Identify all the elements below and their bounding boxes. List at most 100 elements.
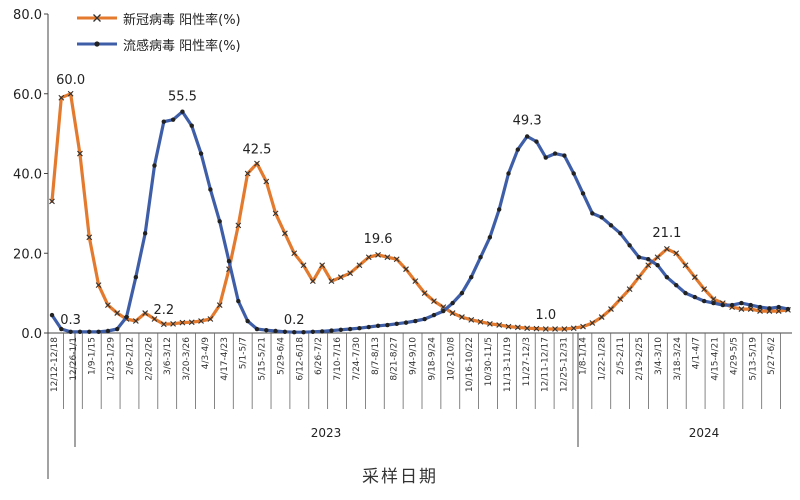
flu-point: [152, 163, 157, 168]
flu-point: [469, 274, 474, 280]
covid-point: [757, 308, 763, 314]
covid-point: [636, 274, 642, 281]
x-tick-label: 9/4-9/10: [409, 337, 419, 375]
x-tick-label: 12/25-12/31: [560, 337, 570, 392]
x-tick-label: 1/8-1/14: [578, 337, 588, 375]
covid-point: [105, 302, 111, 308]
flu-point: [282, 329, 288, 335]
covid-point: [673, 250, 680, 257]
covid-point: [188, 319, 195, 326]
x-tick-label: 12/26-1/1: [69, 337, 79, 381]
flu-point: [692, 294, 698, 300]
x-tick-label: 4/29-5/5: [729, 337, 739, 375]
flu-point: [403, 320, 409, 325]
covid-point: [337, 274, 344, 281]
flu-point: [413, 318, 418, 324]
flu-point: [217, 219, 222, 224]
flu-point: [301, 330, 306, 335]
flu-point: [496, 207, 502, 212]
covid-point: [421, 290, 428, 297]
covid-point: [86, 234, 93, 241]
covid-point: [403, 266, 409, 273]
flu-point: [87, 329, 92, 335]
flu-point: [590, 211, 595, 216]
covid-point: [142, 310, 149, 316]
flu-point: [189, 123, 194, 128]
covid-point: [328, 278, 335, 285]
covid-point: [375, 251, 381, 258]
covid-point: [319, 262, 326, 269]
flu-point: [68, 329, 73, 335]
flu-point: [124, 314, 129, 320]
covid-point: [114, 310, 121, 316]
x-tick-label: 1/22-1/28: [597, 337, 607, 381]
legend-swatch-covid: [77, 14, 117, 22]
x-tick-label: 5/13-5/19: [748, 337, 758, 381]
flu-point: [478, 255, 483, 260]
y-tick-label: 0.0: [21, 327, 42, 342]
covid-point: [552, 326, 558, 332]
flu-point: [310, 329, 316, 335]
x-tick-label: 4/17-4/23: [220, 337, 230, 381]
covid-point: [77, 150, 83, 157]
covid-point: [561, 326, 568, 332]
data-label-covid-peak-1: 60.0: [56, 73, 85, 88]
data-labels: 60.0 55.5 42.5 19.6 49.3 21.1 0.3 2.2 0.2 1.0: [56, 73, 681, 328]
covid-point: [663, 245, 670, 252]
x-tick-label: 1/9-1/15: [88, 337, 98, 375]
x-tick-label: 5/27-6/2: [767, 337, 777, 375]
flu-point: [757, 304, 763, 310]
flu-point: [711, 300, 716, 306]
flu-point: [96, 329, 101, 335]
flu-point: [748, 302, 753, 308]
covid-point: [235, 222, 242, 229]
flu-point: [394, 321, 399, 327]
series-line-flu: [50, 110, 790, 334]
flu-point: [385, 322, 390, 328]
x-tick-label: 5/29-6/4: [276, 337, 286, 375]
series-layer: [49, 90, 791, 335]
x-tick-label: 11/13-11/19: [503, 337, 513, 392]
year-label-2023: 2023: [311, 426, 342, 440]
covid-point: [179, 319, 186, 326]
flu-point: [357, 326, 362, 331]
x-tick-label: 8/7-8/13: [371, 337, 381, 375]
flu-point: [170, 117, 176, 122]
flu-point: [701, 298, 707, 304]
flu-point: [105, 328, 111, 334]
covid-point: [300, 262, 307, 269]
x-tick-label: 1/23-1/29: [107, 337, 117, 381]
x-tick-label: 3/18-3/24: [673, 337, 683, 381]
covid-point: [67, 90, 74, 97]
x-tick-label: 7/24-7/30: [352, 337, 362, 381]
data-label-covid-peak-4: 21.1: [652, 226, 681, 241]
x-tick-label: 12/11-12/17: [541, 337, 551, 392]
flu-point: [208, 187, 213, 192]
flu-point: [133, 274, 139, 280]
data-label-covid-trough-1: 2.2: [153, 303, 174, 318]
x-tick-label: 2/6-2/12: [125, 337, 135, 375]
covid-point: [170, 320, 177, 327]
x-tick-label: 4/1-4/7: [692, 337, 702, 369]
flu-point: [636, 255, 642, 260]
x-tick-label: 5/1-5/7: [239, 337, 249, 369]
flu-point: [441, 308, 446, 314]
covid-point: [496, 322, 503, 328]
covid-point: [617, 296, 624, 302]
covid-point: [244, 170, 251, 177]
covid-point: [365, 254, 372, 261]
flu-point: [674, 282, 679, 288]
flu-point: [627, 243, 632, 248]
x-axis: 12/12-12/18 12/26-1/1 1/9-1/15 1/23-1/29 2/6…: [47, 332, 792, 479]
covid-point: [49, 198, 55, 205]
flu-point: [273, 328, 278, 334]
flu-point: [292, 330, 297, 335]
x-tick-label: 5/15-5/21: [258, 337, 268, 381]
covid-point: [216, 302, 223, 308]
covid-point: [393, 256, 400, 263]
flu-point: [599, 215, 604, 220]
x-tick-label: 11/27-12/3: [522, 337, 532, 386]
covid-point: [505, 323, 512, 330]
x-tick-label: 3/6-3/12: [163, 337, 173, 375]
data-label-flu-peak-1: 55.5: [168, 90, 197, 105]
